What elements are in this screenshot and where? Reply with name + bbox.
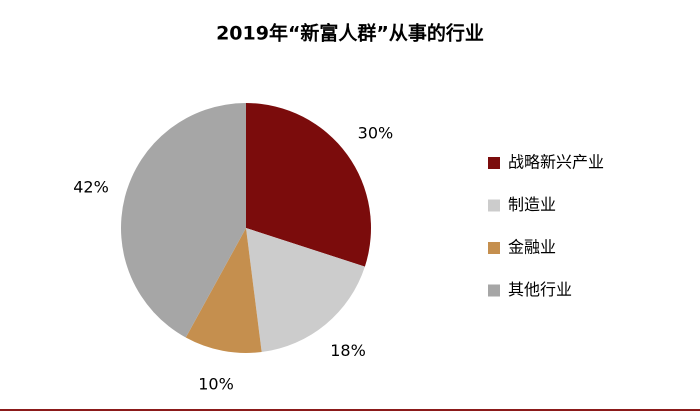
pie-slice <box>246 228 365 353</box>
data-label: 10% <box>198 375 234 394</box>
legend-swatch <box>488 199 500 212</box>
legend-label: 战略新兴产业 <box>508 153 604 172</box>
pie-slice <box>246 103 371 267</box>
legend-label: 金融业 <box>508 238 556 257</box>
pie-slice <box>121 103 246 338</box>
pie-slice <box>185 228 262 353</box>
chart-title: 2019年“新富人群”从事的行业 <box>216 22 484 45</box>
data-label: 18% <box>330 341 366 360</box>
data-label: 42% <box>73 178 109 197</box>
legend-swatch <box>488 242 500 254</box>
legend-label: 制造业 <box>508 195 556 214</box>
legend-label: 其他行业 <box>508 280 572 299</box>
data-label: 30% <box>358 123 394 142</box>
legend-swatch <box>488 157 500 169</box>
legend-swatch <box>488 284 500 297</box>
